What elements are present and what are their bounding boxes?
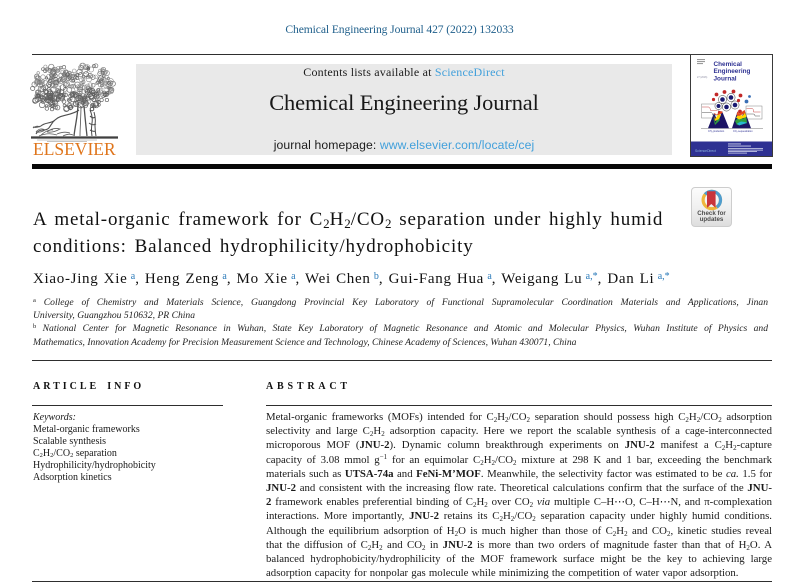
svg-text:Journal: Journal <box>714 75 737 82</box>
svg-text:ScienceDirect: ScienceDirect <box>695 149 716 153</box>
svg-text:27 (2016): 27 (2016) <box>697 76 707 79</box>
svg-text:Chemical: Chemical <box>714 61 743 68</box>
svg-text:Engineering: Engineering <box>714 68 751 75</box>
svg-text:CH₄ production: CH₄ production <box>708 130 725 133</box>
svg-text:CO₂ sequestration: CO₂ sequestration <box>733 130 753 133</box>
